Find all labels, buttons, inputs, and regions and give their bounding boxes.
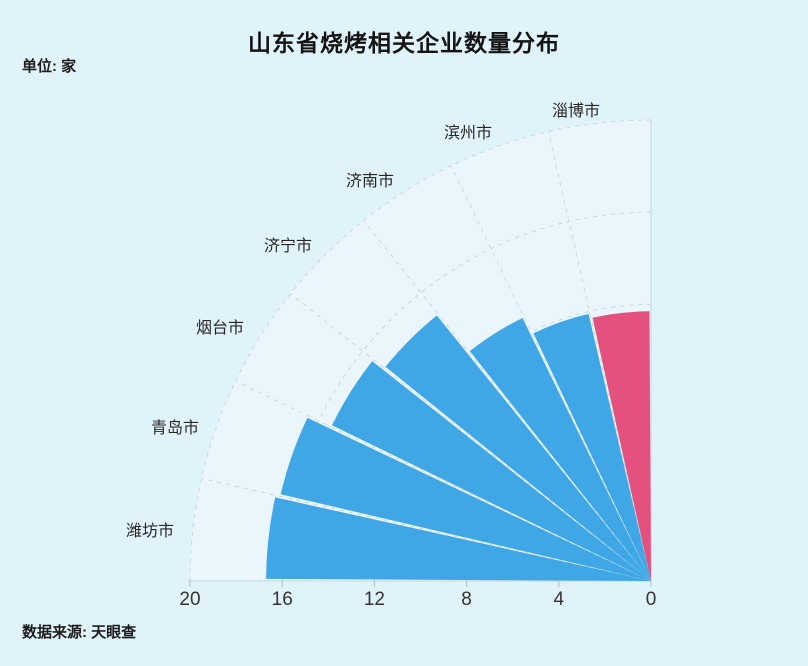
radial-tick-label: 0 <box>646 589 657 610</box>
radial-tick-label: 20 <box>179 589 200 610</box>
chart-sector-青岛市 <box>280 417 651 581</box>
radial-tick-label: 12 <box>364 589 385 610</box>
chart-sector-烟台市 <box>332 361 651 581</box>
radial-tick-label: 4 <box>554 589 565 610</box>
radial-tick-label: 8 <box>461 589 472 610</box>
chart-sector-滨州市 <box>533 313 651 581</box>
angle-category-label-烟台市: 烟台市 <box>196 319 244 337</box>
angle-category-label-济南市: 济南市 <box>346 172 394 190</box>
chart-sector-潍坊市 <box>266 497 651 581</box>
angle-category-label-潍坊市: 潍坊市 <box>126 522 174 540</box>
grid-arc <box>281 211 652 582</box>
angle-category-label-滨州市: 滨州市 <box>444 124 492 142</box>
chart-sector-济宁市 <box>385 315 651 581</box>
chart-sector-济南市 <box>469 318 651 581</box>
unit-label: 单位: 家 <box>22 58 77 75</box>
grid-arc <box>189 119 652 582</box>
chart-sector-淄博市 <box>592 311 651 581</box>
angle-category-label-济宁市: 济宁市 <box>264 237 312 255</box>
source-label: 数据来源: 天眼查 <box>22 624 137 641</box>
radial-tick-label: 16 <box>272 589 293 610</box>
angle-category-label-青岛市: 青岛市 <box>151 419 199 437</box>
angle-category-label-淄博市: 淄博市 <box>552 102 600 120</box>
chart-title: 山东省烧烤相关企业数量分布 <box>248 30 560 56</box>
